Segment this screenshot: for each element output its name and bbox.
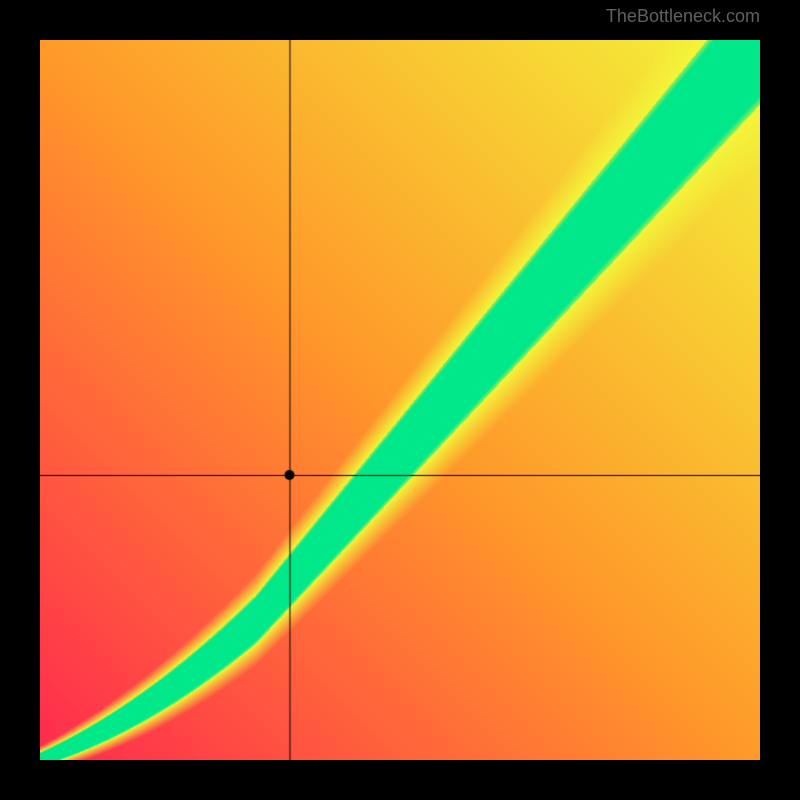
attribution-label: TheBottleneck.com bbox=[606, 6, 760, 27]
chart-container: TheBottleneck.com bbox=[0, 0, 800, 800]
heatmap-canvas bbox=[40, 40, 760, 760]
heatmap-plot bbox=[40, 40, 760, 760]
